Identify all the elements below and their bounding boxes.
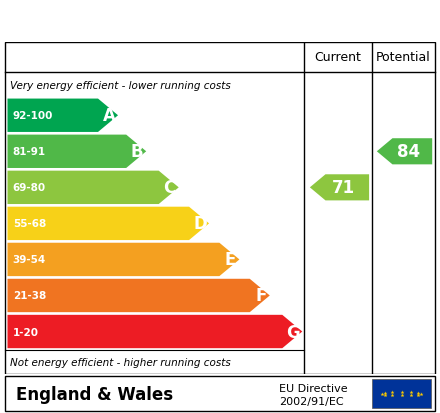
Polygon shape [7, 135, 146, 169]
Bar [372, 379, 431, 408]
Text: EU Directive: EU Directive [279, 383, 348, 393]
Text: Potential: Potential [376, 51, 431, 64]
Polygon shape [7, 315, 302, 348]
Polygon shape [310, 175, 369, 201]
Text: England & Wales: England & Wales [16, 385, 173, 403]
Polygon shape [7, 243, 239, 276]
Polygon shape [377, 139, 432, 165]
Polygon shape [7, 279, 270, 312]
Text: 69-80: 69-80 [13, 183, 46, 193]
Text: E: E [225, 251, 236, 269]
Polygon shape [7, 171, 179, 204]
Text: Very energy efficient - lower running costs: Very energy efficient - lower running co… [10, 81, 231, 90]
Text: 21-38: 21-38 [13, 291, 46, 301]
Text: 81-91: 81-91 [13, 147, 46, 157]
Polygon shape [7, 207, 209, 240]
Text: G: G [286, 323, 300, 341]
Text: 39-54: 39-54 [13, 255, 46, 265]
Text: 71: 71 [332, 179, 356, 197]
Text: F: F [255, 287, 267, 305]
Text: 2002/91/EC: 2002/91/EC [279, 396, 344, 406]
Text: 1-20: 1-20 [13, 327, 39, 337]
Text: 92-100: 92-100 [13, 111, 53, 121]
Text: Not energy efficient - higher running costs: Not energy efficient - higher running co… [10, 357, 231, 367]
Text: A: A [103, 107, 115, 125]
Polygon shape [7, 99, 118, 133]
Text: C: C [164, 179, 176, 197]
Text: 55-68: 55-68 [13, 219, 46, 229]
Text: D: D [193, 215, 207, 233]
Text: Energy Efficiency Rating: Energy Efficiency Rating [11, 11, 318, 31]
Text: 84: 84 [397, 143, 421, 161]
Text: B: B [131, 143, 143, 161]
Text: Current: Current [315, 51, 362, 64]
